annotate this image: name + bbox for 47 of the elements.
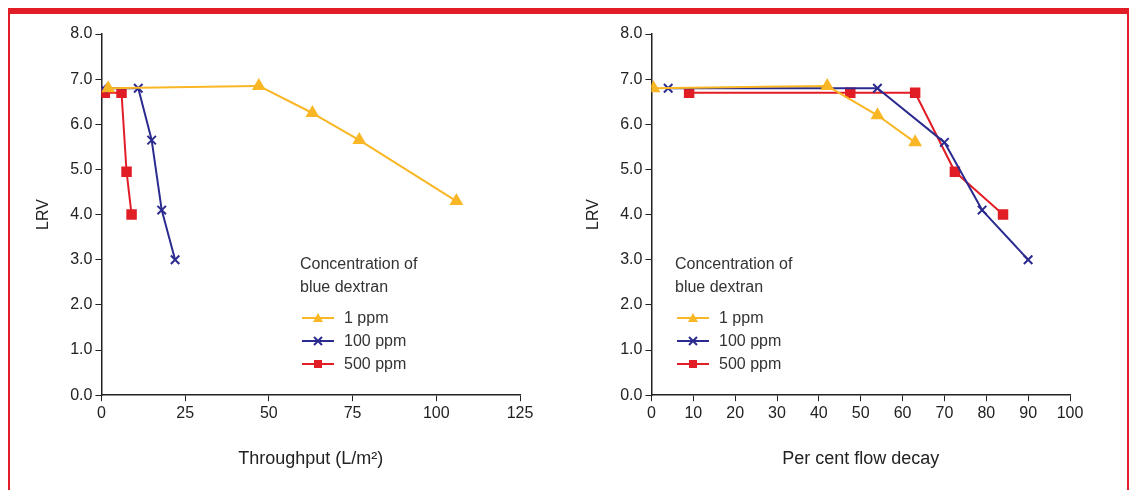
- legend-label: 500 ppm: [344, 354, 407, 374]
- legend-label: 100 ppm: [719, 331, 782, 351]
- y-tick-label: 5.0: [70, 159, 93, 177]
- legend-label: 1 ppm: [719, 308, 764, 328]
- x-tick-label: 10: [684, 404, 703, 422]
- x-tick-label: 0: [96, 404, 106, 422]
- y-tick-label: 3.0: [70, 250, 93, 268]
- y-tick-label: 7.0: [70, 69, 93, 87]
- legend-title: Concentration of blue dextran: [300, 254, 418, 297]
- x-tick-label: 50: [259, 404, 278, 422]
- x-tick-label: 40: [809, 404, 828, 422]
- x-tick-label: 90: [1019, 404, 1038, 422]
- y-tick-label: 5.0: [620, 159, 643, 177]
- legend-label: 1 ppm: [344, 308, 389, 328]
- x-tick-label: 0: [646, 404, 656, 422]
- legend-title: Concentration of blue dextran: [675, 254, 793, 297]
- y-tick-label: 8.0: [620, 24, 643, 42]
- x-tick-label: 75: [343, 404, 362, 422]
- y-tick-label: 4.0: [620, 205, 643, 223]
- x-tick-label: 60: [893, 404, 912, 422]
- x-tick-label: 70: [935, 404, 954, 422]
- x-axis-title: Throughput (L/m²): [238, 448, 384, 469]
- y-tick-label: 8.0: [70, 24, 93, 42]
- x-tick-label: 25: [176, 404, 195, 422]
- x-tick-label: 50: [851, 404, 870, 422]
- x-tick-label: 100: [422, 404, 450, 422]
- y-tick-label: 0.0: [620, 385, 643, 403]
- x-axis-title: Per cent flow decay: [782, 448, 940, 469]
- y-tick-label: 2.0: [620, 295, 643, 313]
- y-tick-label: 1.0: [620, 340, 643, 358]
- x-tick-label: 125: [506, 404, 534, 422]
- x-tick-label: 30: [768, 404, 787, 422]
- x-tick-label: 100: [1056, 404, 1084, 422]
- y-axis-title: LRV: [34, 198, 52, 231]
- y-axis-title: LRV: [584, 198, 602, 231]
- legend-label: 100 ppm: [344, 331, 407, 351]
- y-tick-label: 6.0: [70, 114, 93, 132]
- y-tick-label: 4.0: [70, 205, 93, 223]
- y-tick-label: 2.0: [70, 295, 93, 313]
- y-tick-label: 1.0: [70, 340, 93, 358]
- y-tick-label: 7.0: [620, 69, 643, 87]
- y-tick-label: 3.0: [620, 250, 643, 268]
- y-tick-label: 6.0: [620, 114, 643, 132]
- x-tick-label: 20: [726, 404, 745, 422]
- x-tick-label: 80: [977, 404, 996, 422]
- legend-label: 500 ppm: [719, 354, 782, 374]
- y-tick-label: 0.0: [70, 385, 93, 403]
